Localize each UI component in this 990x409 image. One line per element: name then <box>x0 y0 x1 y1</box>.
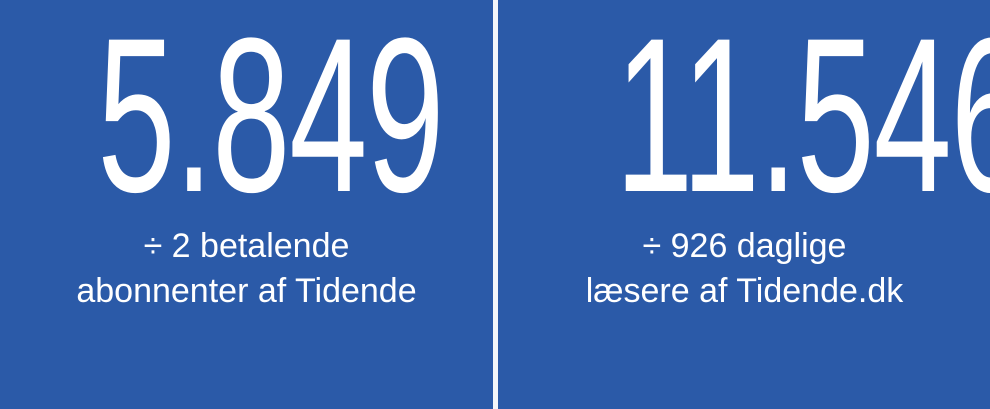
stat-panel-subscribers: 5.849 ÷ 2 betalende abonnenter af Tidend… <box>0 0 493 409</box>
stat-value: 5.849 <box>97 0 444 238</box>
stat-caption: ÷ 2 betalende abonnenter af Tidende <box>0 224 493 314</box>
stat-value: 11.546 <box>615 0 990 238</box>
stat-caption-line: abonnenter af Tidende <box>76 272 417 310</box>
stat-panel-readers: 11.546 ÷ 926 daglige læsere af Tidende.d… <box>499 0 990 409</box>
stat-caption-line: læsere af Tidende.dk <box>585 272 904 310</box>
stat-caption-line: ÷ 926 daglige <box>642 227 847 265</box>
divider <box>493 0 498 409</box>
stat-caption-line: ÷ 2 betalende <box>143 227 350 265</box>
stat-caption: ÷ 926 daglige læsere af Tidende.dk <box>499 224 990 314</box>
